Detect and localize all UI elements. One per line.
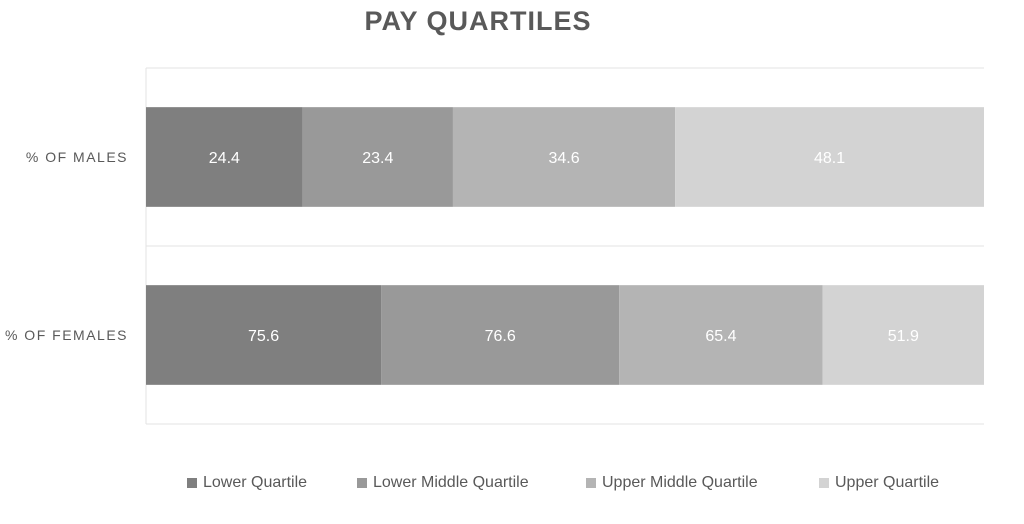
legend-item-lower-quartile: Lower Quartile — [187, 474, 307, 492]
bar-segment — [302, 107, 453, 207]
category-label: % OF MALES — [26, 149, 128, 165]
data-label: 34.6 — [548, 150, 579, 167]
legend-swatch — [357, 478, 367, 488]
legend-swatch — [586, 478, 596, 488]
data-label: 48.1 — [814, 150, 845, 167]
bar-segment — [822, 285, 984, 385]
data-label: 65.4 — [705, 328, 736, 345]
legend-item-upper-middle-quartile: Upper Middle Quartile — [586, 474, 758, 492]
pay-quartiles-chart: 24.4 23.4 34.6 48.1 % OF MALES 75.6 76.6 65.4 51… — [5, 67, 984, 425]
data-label: 76.6 — [485, 328, 516, 345]
bar-segment — [619, 285, 823, 385]
legend-label: Upper Quartile — [835, 474, 940, 491]
bar-segment — [146, 285, 382, 385]
legend-item-upper-quartile: Upper Quartile — [819, 474, 939, 492]
legend-swatch — [187, 478, 197, 488]
bar-segment — [452, 107, 676, 207]
chart-legend: Lower Quartile Lower Middle Quartile Upp… — [0, 474, 1024, 498]
data-label: 24.4 — [209, 150, 240, 167]
bar-segment — [675, 107, 984, 207]
bar-segment — [146, 107, 303, 207]
legend-swatch — [819, 478, 829, 488]
legend-item-lower-middle-quartile: Lower Middle Quartile — [357, 474, 529, 492]
category-label: % OF FEMALES — [5, 327, 128, 343]
chart-title: PAY QUARTILES — [364, 6, 592, 36]
bar-segment — [381, 285, 620, 385]
data-label: 23.4 — [362, 150, 393, 167]
legend-label: Upper Middle Quartile — [602, 474, 758, 491]
legend-label: Lower Middle Quartile — [373, 474, 529, 491]
data-label: 75.6 — [248, 328, 279, 345]
legend-label: Lower Quartile — [203, 474, 308, 491]
data-label: 51.9 — [888, 328, 919, 345]
